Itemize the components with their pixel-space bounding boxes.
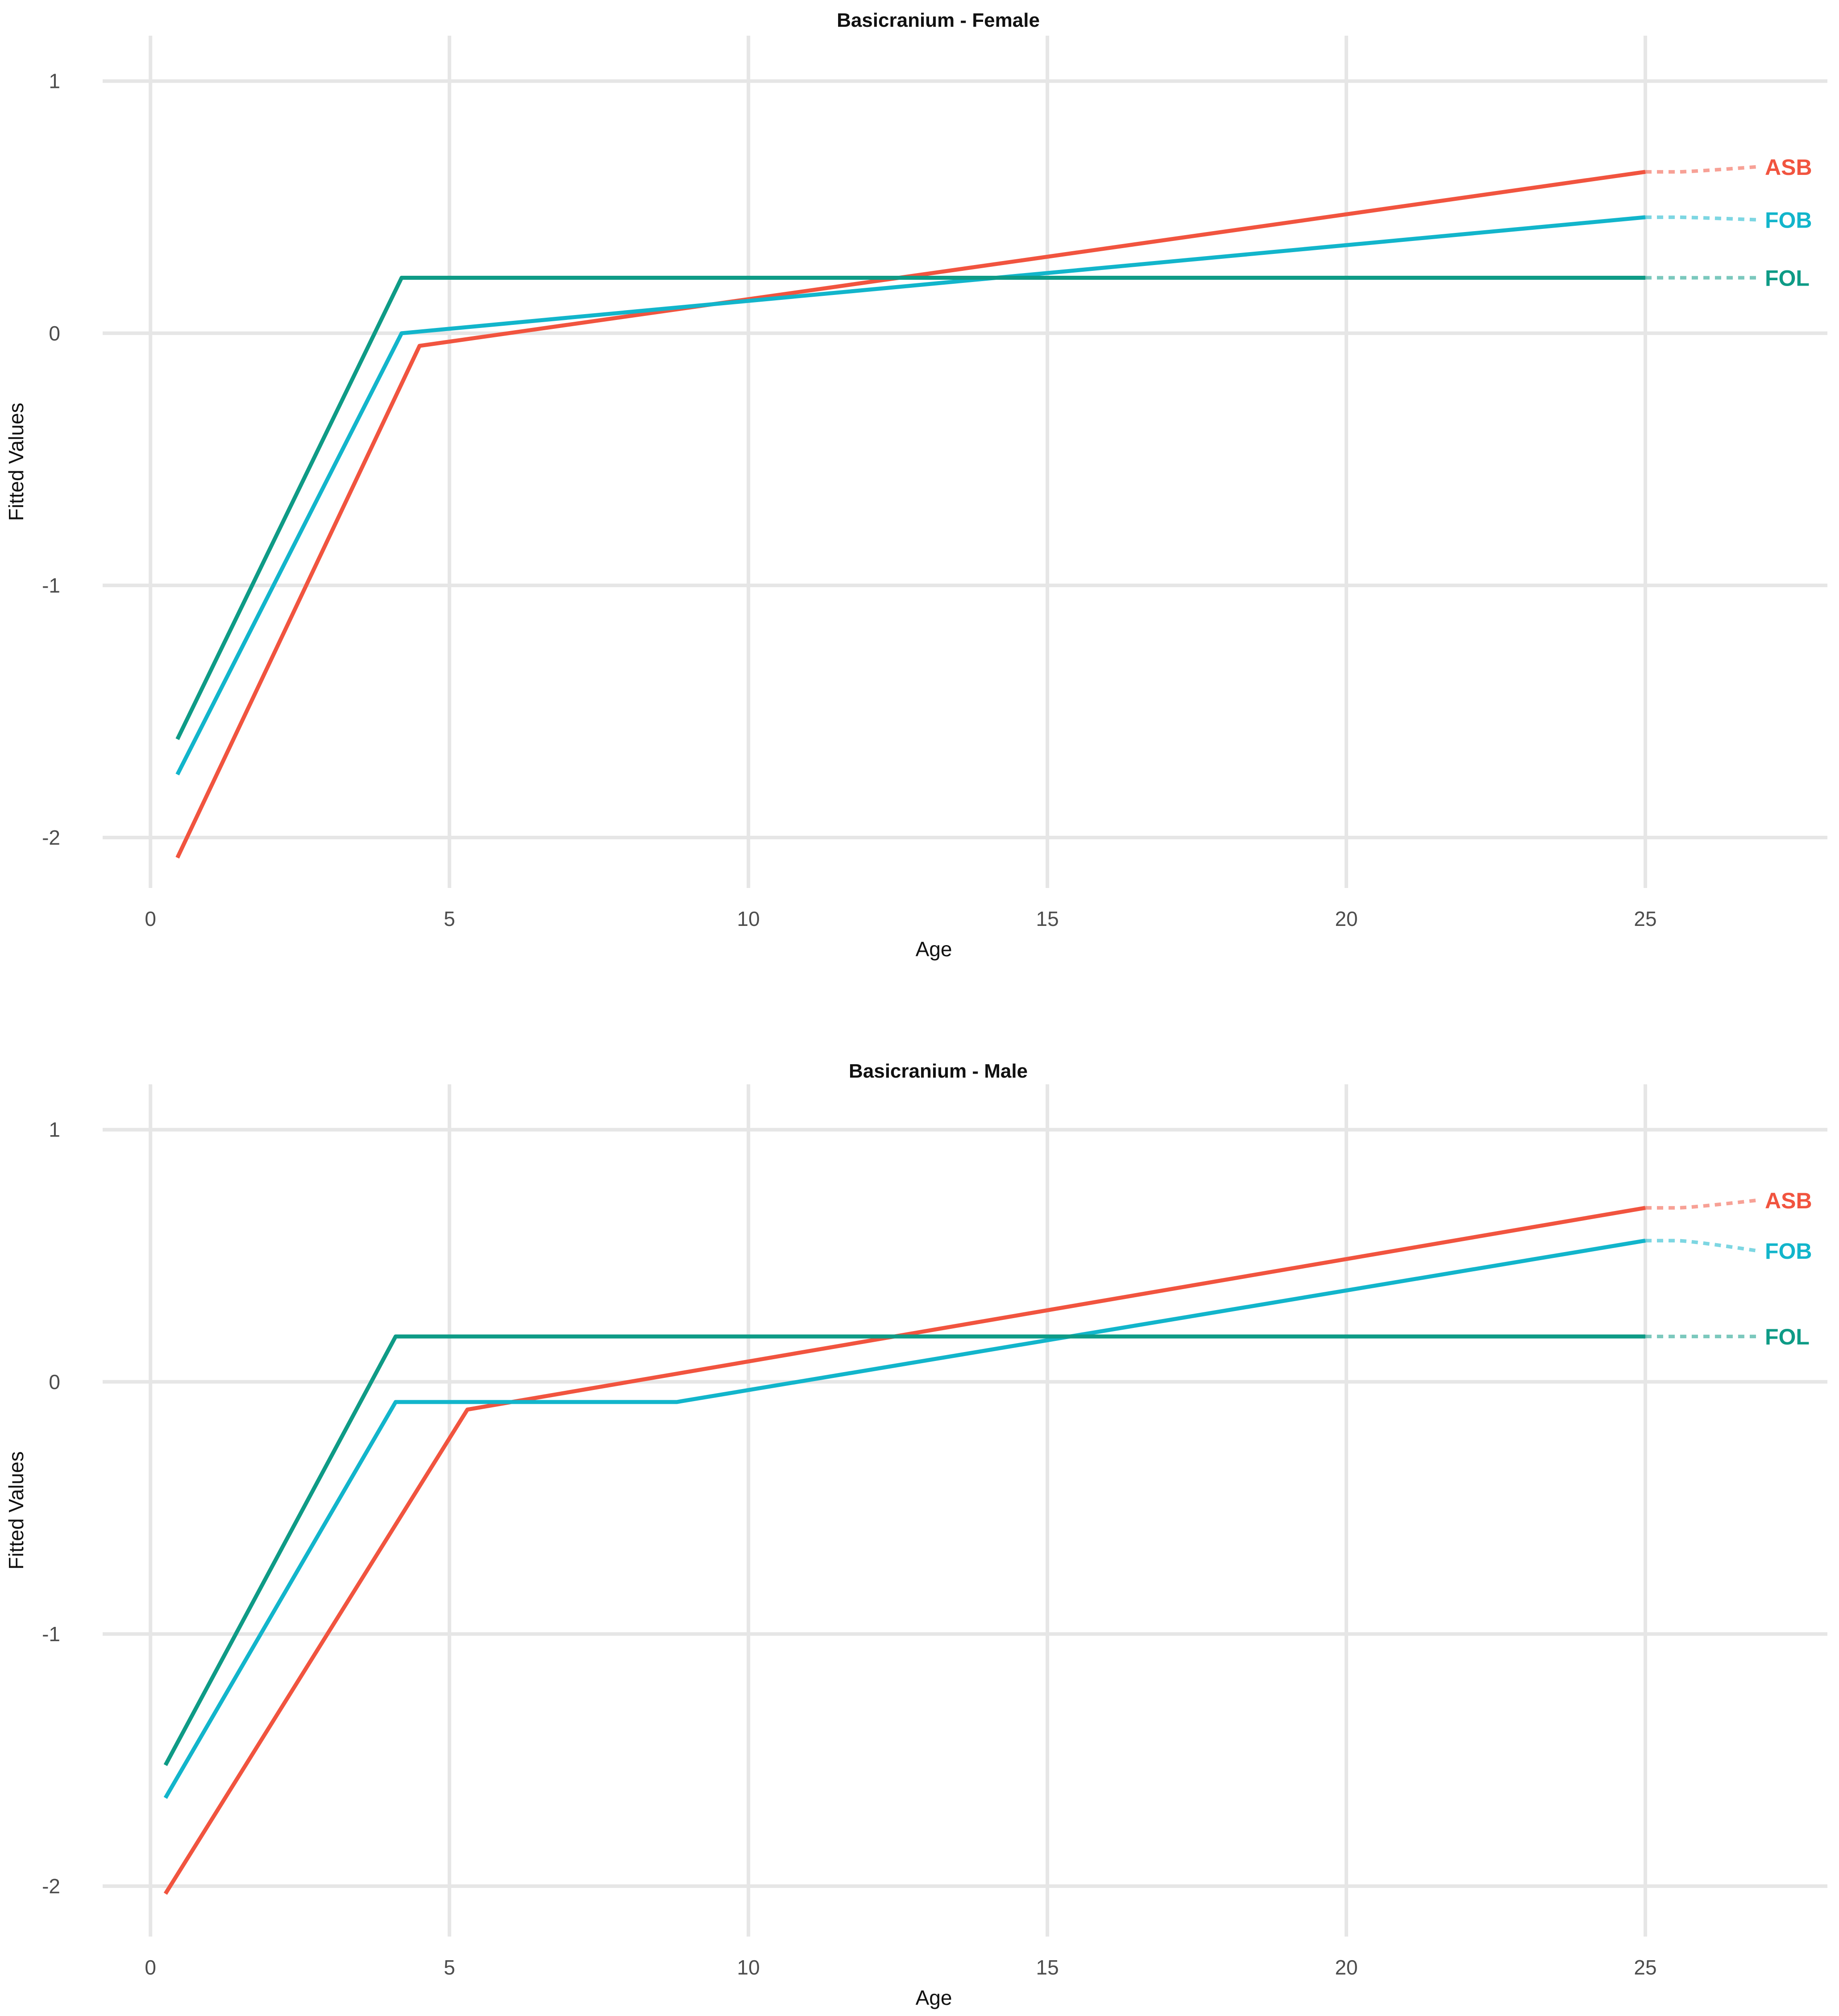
x-tick-label: 0 (145, 1956, 156, 1979)
series-label-connector-fob (1645, 1239, 1757, 1253)
y-axis-title: Fitted Values (4, 402, 28, 521)
series-label-fob: FOB (1765, 1239, 1812, 1264)
y-tick-label: -1 (42, 574, 60, 597)
y-axis-title: Fitted Values (4, 1451, 28, 1569)
x-tick-label: 25 (1634, 907, 1656, 930)
x-axis-title: Age (916, 937, 952, 961)
chart-title: Basicranium - Male (849, 1060, 1028, 1082)
y-tick-label: -1 (42, 1622, 60, 1646)
chart-title: Basicranium - Female (837, 9, 1040, 31)
x-tick-label: 20 (1335, 1956, 1357, 1979)
x-tick-label: 10 (737, 1956, 760, 1979)
x-tick-label: 10 (737, 907, 760, 930)
x-axis-title: Age (916, 1986, 952, 2009)
y-tick-label: -2 (42, 1875, 60, 1898)
series-line-asb (175, 170, 1646, 859)
y-tick-label: 0 (49, 322, 60, 345)
series-line-asb (163, 1206, 1646, 1895)
series-line-fol (163, 1334, 1646, 1766)
series-label-asb: ASB (1765, 155, 1812, 180)
series-line-fol (175, 275, 1646, 740)
y-tick-label: 1 (49, 70, 60, 93)
series-label-fol: FOL (1765, 1324, 1810, 1349)
y-tick-label: 1 (49, 1118, 60, 1141)
series-line-fob (163, 1238, 1646, 1799)
series-label-connector-fob (1645, 215, 1757, 222)
series-label-connector-asb (1645, 1198, 1757, 1210)
x-tick-label: 20 (1335, 907, 1357, 930)
series-label-fob: FOB (1765, 208, 1812, 233)
x-tick-label: 5 (444, 1956, 455, 1979)
y-tick-label: 0 (49, 1370, 60, 1394)
x-tick-label: 0 (145, 907, 156, 930)
x-tick-label: 25 (1634, 1956, 1656, 1979)
x-tick-label: 15 (1036, 1956, 1059, 1979)
x-tick-label: 5 (444, 907, 455, 930)
series-label-asb: ASB (1765, 1188, 1812, 1213)
y-tick-label: -2 (42, 826, 60, 849)
series-label-fol: FOL (1765, 265, 1810, 290)
series-label-connector-asb (1645, 165, 1757, 174)
series-line-fob (175, 215, 1646, 776)
x-tick-label: 15 (1036, 907, 1059, 930)
